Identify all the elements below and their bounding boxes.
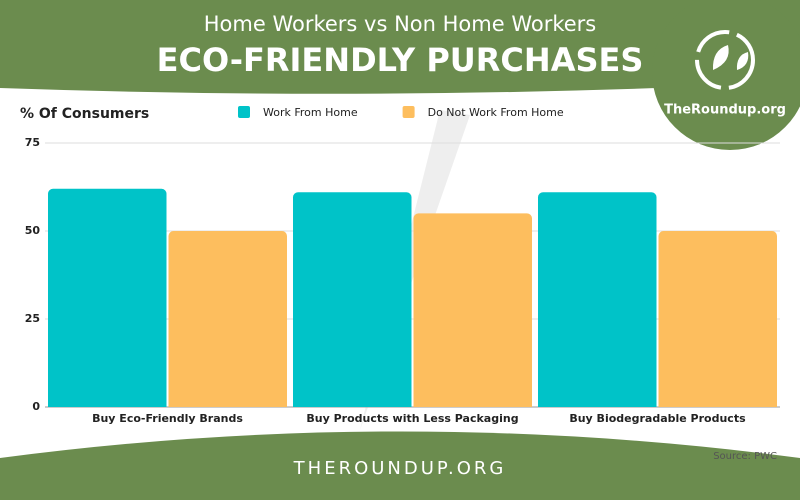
- bar-foot: [658, 402, 777, 407]
- chart-subtitle: ECO-FRIENDLY PURCHASES: [157, 41, 644, 79]
- bar: [658, 231, 777, 407]
- bar-foot: [413, 402, 532, 407]
- bar: [48, 188, 167, 407]
- header-band: [0, 0, 800, 94]
- x-tick-label: Buy Products with Less Packaging: [306, 412, 518, 425]
- bar: [293, 192, 412, 407]
- source: Source: PWC: [713, 451, 777, 462]
- y-tick-label: 50: [25, 224, 41, 237]
- legend-swatch: [238, 106, 250, 118]
- logo-leaves: [712, 45, 749, 70]
- y-tick-label: 25: [25, 312, 40, 325]
- chart-title: Home Workers vs Non Home Workers: [204, 12, 597, 36]
- bar: [413, 213, 532, 407]
- bar-foot: [538, 402, 657, 407]
- logo-circle: [652, 0, 800, 150]
- legend-swatch: [402, 106, 415, 118]
- x-tick-label: Buy Biodegradable Products: [569, 412, 746, 425]
- bar-foot: [293, 402, 412, 407]
- y-tick-label: 0: [32, 400, 40, 413]
- logo-icon: [695, 30, 755, 90]
- y-axis-label: % Of Consumers: [20, 106, 149, 122]
- footer-text: THEROUNDUP.ORG: [293, 458, 507, 479]
- bar-foot: [48, 402, 167, 407]
- bar: [538, 192, 657, 407]
- x-tick-label: Buy Eco-Friendly Brands: [92, 412, 243, 425]
- footer-band: [0, 431, 800, 500]
- logo-text: TheRoundup.org: [664, 103, 786, 118]
- y-tick-label: 75: [25, 136, 40, 149]
- bar-foot: [168, 402, 287, 407]
- legend-label: Work From Home: [263, 106, 358, 119]
- bar: [168, 231, 287, 407]
- legend-label: Do Not Work From Home: [428, 106, 564, 119]
